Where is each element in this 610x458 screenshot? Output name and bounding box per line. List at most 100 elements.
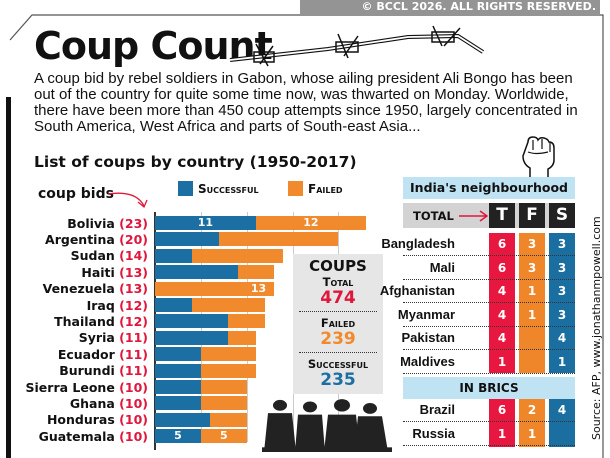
coup-bid-count: (20) [119,231,148,247]
country-name: Sierra Leone [25,379,115,395]
cell-f: 3 [527,260,537,275]
country-label: Ecuador (11) [58,347,148,362]
country-name: Brazil [419,402,455,417]
coup-bid-count: (11) [119,330,148,346]
cell-f: 1 [527,426,537,441]
failed-value: 239 [320,329,356,349]
bar-successful [155,232,220,247]
row-divider [403,325,575,327]
chart-subtitle: List of coups by country (1950-2017) [34,153,357,171]
country-label: Guatemala (10) [39,429,148,444]
bar-successful [155,298,192,312]
cell-f: 1 [527,284,537,299]
left-accent-bar [6,97,11,458]
row-divider [403,255,575,256]
bar-failed [219,232,339,247]
bar-successful [155,248,192,263]
bar-successful [155,363,201,378]
arrow-right-icon [459,210,489,222]
bar-failed [200,396,247,411]
country-name: Ecuador [57,346,115,362]
cell-s: 3 [557,307,567,322]
column-f-brics [519,399,545,447]
cell-t: 6 [497,237,507,251]
raised-fist-icon [522,136,555,178]
bar-failed: 13 [155,281,275,296]
source-note: Source: AFP, www.jonathanmpowell.com [590,216,603,440]
country-name: Russia [412,425,455,441]
cell-s: 4 [557,403,567,417]
cell-s: 1 [557,355,567,369]
cell-t: 6 [497,403,507,417]
country-name: Myanmar [397,306,455,322]
country-label: Honduras (10) [47,412,148,427]
header-f: F [519,203,545,228]
country-name: Afghanistan [379,283,455,299]
intro-paragraph: A coup bid by rebel soldiers in Gabon, w… [34,70,578,135]
bar-failed [210,412,247,427]
cell-s: 4 [557,331,567,346]
country-name: Guatemala [38,428,115,444]
country-name: Haiti [81,264,115,280]
bar-successful [155,330,229,345]
country-label: Argentina (20) [45,232,148,247]
cell-t: 4 [497,331,507,346]
cell-s: 3 [557,260,567,275]
coup-bid-count: (12) [119,313,148,329]
bar-failed [200,363,256,378]
row-divider [403,278,575,280]
country-name: Maldives [400,354,455,369]
coup-bid-count: (11) [119,363,148,379]
coup-bid-count: (10) [119,412,148,428]
header-s: S [549,203,575,228]
total-value: 474 [320,288,356,308]
column-s-brics [549,399,575,447]
cell-s: 3 [557,284,567,299]
soldiers-silhouette-icon [262,396,392,452]
country-name: Thailand [54,313,115,329]
bar-failed [237,265,275,280]
bar-successful: 5 [155,429,201,444]
country-name: Pakistan [401,330,455,346]
country-name: Mali [429,259,455,275]
bar-failed [191,248,284,263]
cell-f: 1 [527,307,537,322]
row-divider [403,373,575,374]
country-name: Honduras [46,412,115,428]
coup-bid-count: (14) [119,248,148,264]
coups-heading: COUPS [309,257,367,275]
row-divider [403,302,575,304]
cell-t: 1 [497,355,507,369]
coup-bid-count: (10) [119,395,148,411]
bar-failed [228,314,266,329]
cell-t: 6 [497,260,507,275]
country-name: Burundi [59,363,115,379]
header-t: T [489,203,515,228]
successful-value: 235 [320,370,356,390]
country-label: Haiti (13) [81,265,148,280]
bar-failed: 5 [200,429,247,444]
bar-successful: 11 [155,216,256,230]
cell-t: 4 [497,307,507,322]
legend-swatch-failed [288,181,303,196]
country-name: Bangladesh [381,236,455,251]
coup-bid-count: (11) [119,346,148,362]
bar-successful [155,380,201,394]
coup-bid-count: (12) [119,297,148,313]
country-name: Iraq [86,297,115,313]
legend-label-failed: Failed [308,182,343,196]
legend-swatch-successful [178,181,193,196]
total-label: TOTAL [413,209,454,223]
row-divider [403,421,575,422]
bar-failed: 12 [255,216,366,230]
brics-heading: IN BRICS [403,377,575,399]
india-neighbourhood-heading: India's neighbourhood [403,177,575,199]
bar-failed [200,380,247,394]
coup-bid-count: (13) [119,281,148,297]
coup-bid-count: (10) [119,379,148,395]
successful-label: Successful [307,357,369,371]
cell-t: 4 [497,284,507,299]
bar-successful [155,265,238,280]
total-label: Total [322,275,354,289]
